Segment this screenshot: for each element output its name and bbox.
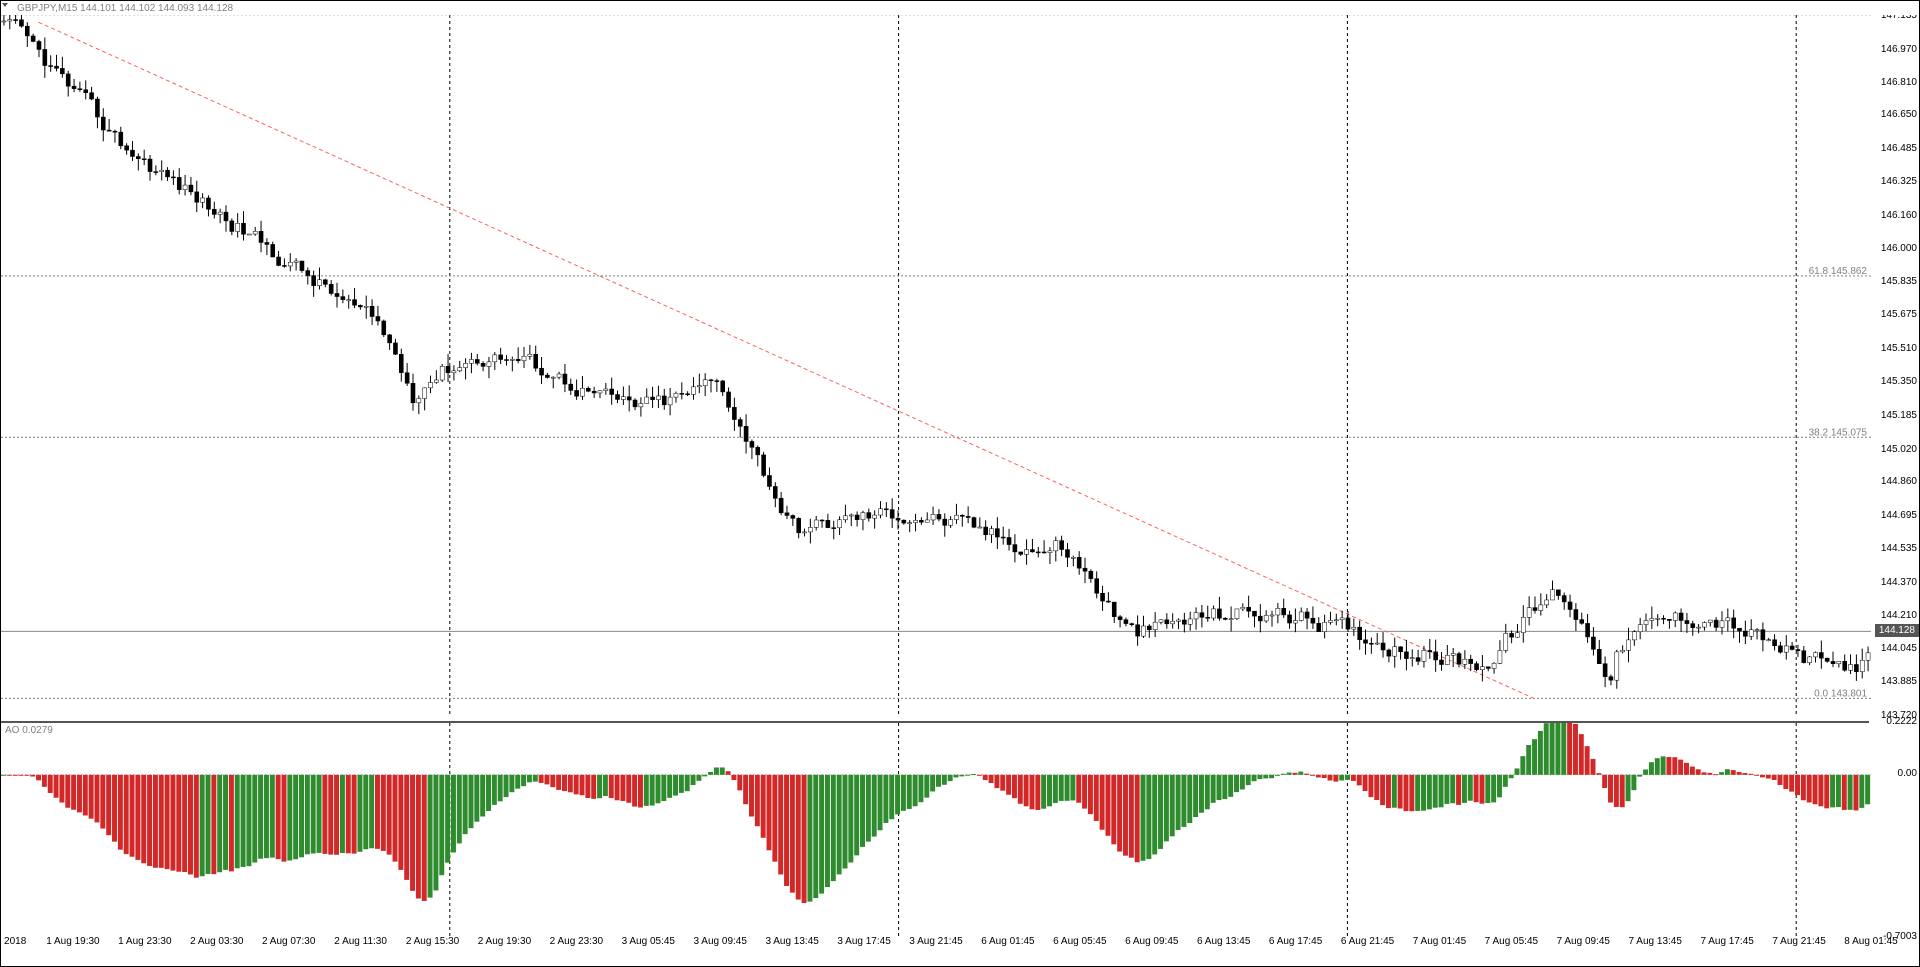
svg-text:38.2 145.075: 38.2 145.075	[1809, 427, 1868, 438]
time-tick-label: 6 Aug 09:45	[1125, 936, 1178, 947]
time-tick-label: 7 Aug 17:45	[1700, 936, 1753, 947]
price-tick-label: 146.485	[1881, 143, 1917, 154]
current-price-badge: 144.128	[1875, 624, 1919, 637]
time-tick-label: 6 Aug 05:45	[1053, 936, 1106, 947]
svg-text:100.0 147.136: 100.0 147.136	[1803, 15, 1867, 16]
time-tick-label: 3 Aug 13:45	[765, 936, 818, 947]
time-tick-label: 6 Aug 17:45	[1269, 936, 1322, 947]
time-tick-label: 3 Aug 21:45	[909, 936, 962, 947]
time-tick-label: 7 Aug 13:45	[1629, 936, 1682, 947]
time-tick-label: 7 Aug 09:45	[1557, 936, 1610, 947]
price-tick-label: 146.325	[1881, 176, 1917, 187]
svg-text:0.0 143.801: 0.0 143.801	[1814, 688, 1867, 699]
time-tick-label: 2 Aug 19:30	[478, 936, 531, 947]
chart-header: GBPJPY,M15 144.101 144.102 144.093 144.1…	[1, 1, 1919, 15]
price-tick-label: 145.510	[1881, 343, 1917, 354]
time-x-axis: 1 Aug 2018 1 Aug 19:30 1 Aug 23:30 2 Aug 03…	[1, 934, 1869, 966]
indicator-y-axis: 0.22220.00-0.7003	[1869, 721, 1919, 936]
time-tick-label: 2 Aug 07:30	[262, 936, 315, 947]
indicator-tick-label: 0.00	[1898, 768, 1917, 779]
price-tick-label: 144.535	[1881, 543, 1917, 554]
price-tick-label: 145.675	[1881, 309, 1917, 320]
time-tick-label: 2 Aug 03:30	[190, 936, 243, 947]
time-tick-label: 7 Aug 05:45	[1485, 936, 1538, 947]
time-tick-label: 1 Aug 2018	[0, 936, 26, 947]
time-tick-label: 7 Aug 21:45	[1772, 936, 1825, 947]
price-tick-label: 144.695	[1881, 510, 1917, 521]
time-tick-label: 3 Aug 09:45	[694, 936, 747, 947]
price-tick-label: 145.185	[1881, 410, 1917, 421]
indicator-tick-label: 0.2222	[1886, 716, 1917, 727]
indicator-panel[interactable]: AO 0.0279	[1, 721, 1869, 936]
price-chart-panel[interactable]: 100.0 147.136 61.8 145.862 38.2 145.075 0.0…	[1, 15, 1869, 715]
price-tick-label: 144.370	[1881, 577, 1917, 588]
price-tick-label: 145.350	[1881, 376, 1917, 387]
time-tick-label: 3 Aug 05:45	[622, 936, 675, 947]
svg-text:61.8 145.862: 61.8 145.862	[1809, 266, 1868, 277]
time-tick-label: 2 Aug 11:30	[334, 936, 387, 947]
time-tick-label: 1 Aug 23:30	[118, 936, 171, 947]
time-tick-label: 2 Aug 15:30	[406, 936, 459, 947]
time-tick-label: 3 Aug 17:45	[837, 936, 890, 947]
chart-container: GBPJPY,M15 144.101 144.102 144.093 144.1…	[0, 0, 1920, 967]
price-tick-label: 146.000	[1881, 243, 1917, 254]
time-tick-label: 6 Aug 21:45	[1341, 936, 1394, 947]
indicator-label: AO 0.0279	[5, 725, 53, 736]
time-tick-label: 1 Aug 19:30	[46, 936, 99, 947]
time-tick-label: 6 Aug 13:45	[1197, 936, 1250, 947]
chart-menu-dropdown-icon[interactable]	[3, 2, 15, 14]
price-tick-label: 144.210	[1881, 610, 1917, 621]
chart-title: GBPJPY,M15 144.101 144.102 144.093 144.1…	[17, 3, 233, 14]
time-tick-label: 8 Aug 01:45	[1844, 936, 1897, 947]
price-tick-label: 146.810	[1881, 77, 1917, 88]
price-tick-label: 143.885	[1881, 676, 1917, 687]
price-tick-label: 146.970	[1881, 44, 1917, 55]
price-tick-label: 146.160	[1881, 210, 1917, 221]
price-tick-label: 146.650	[1881, 109, 1917, 120]
time-tick-label: 6 Aug 01:45	[981, 936, 1034, 947]
time-tick-label: 2 Aug 23:30	[550, 936, 603, 947]
time-tick-label: 7 Aug 01:45	[1413, 936, 1466, 947]
price-tick-label: 145.835	[1881, 276, 1917, 287]
price-tick-label: 144.045	[1881, 643, 1917, 654]
price-tick-label: 145.020	[1881, 444, 1917, 455]
price-tick-label: 144.860	[1881, 476, 1917, 487]
price-y-axis: 147.135146.970146.810146.650146.485146.3…	[1869, 15, 1919, 715]
